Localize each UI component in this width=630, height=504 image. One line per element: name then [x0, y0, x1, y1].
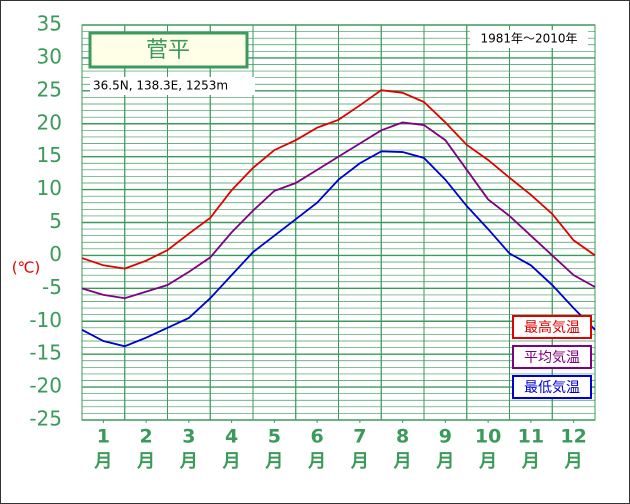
x-tick-label: 8 [396, 426, 409, 448]
x-unit-label: 月 [564, 451, 583, 472]
x-unit-label: 月 [179, 451, 198, 472]
series-line [81, 150, 596, 348]
y-tick-label: 20 [37, 110, 62, 134]
x-unit-label: 月 [393, 451, 412, 472]
y-tick-label: 25 [37, 77, 62, 101]
subtitle-bg [90, 77, 255, 95]
y-tick-label: -20 [29, 374, 62, 398]
chart-title: 菅平 [146, 38, 190, 63]
subtitle: 36.5N, 138.3E, 1253m [93, 79, 228, 93]
y-tick-label: 10 [37, 176, 62, 200]
x-tick-label: 3 [182, 426, 195, 448]
y-tick-label: -5 [42, 275, 62, 299]
legend-label: 最高気温 [524, 319, 580, 336]
x-tick-label: 5 [268, 426, 281, 448]
y-tick-label: 30 [37, 44, 62, 68]
x-tick-label: 10 [475, 426, 501, 448]
y-tick-label: -10 [29, 308, 62, 332]
x-unit-label: 月 [264, 451, 283, 472]
period: 1981年〜2010年 [480, 32, 577, 46]
y-tick-label: 5 [49, 209, 62, 233]
y-tick-label: -25 [29, 407, 62, 431]
y-tick-label: 35 [37, 12, 62, 36]
x-unit-label: 月 [307, 451, 326, 472]
series-line [81, 89, 596, 270]
x-tick-label: 12 [560, 426, 586, 448]
x-unit-label: 月 [350, 451, 369, 472]
y-tick-label: 0 [49, 242, 62, 266]
x-unit-label: 月 [93, 451, 112, 472]
legend-label: 平均気温 [524, 350, 580, 366]
legend-box [512, 375, 592, 399]
x-unit-label: 月 [521, 451, 540, 472]
x-unit-label: 月 [478, 451, 497, 472]
series-line [81, 121, 596, 300]
x-unit-label: 月 [222, 451, 241, 472]
x-unit-label: 月 [136, 451, 155, 472]
x-tick-label: 6 [311, 426, 324, 448]
x-tick-label: 2 [140, 426, 153, 448]
period-bg [470, 30, 588, 48]
legend-box [512, 345, 592, 369]
y-tick-label: 15 [37, 143, 62, 167]
legend-box [512, 315, 592, 339]
x-tick-label: 9 [439, 426, 452, 448]
title-box [88, 31, 249, 69]
x-tick-label: 11 [518, 426, 544, 448]
x-tick-label: 7 [353, 426, 366, 448]
y-tick-label: -15 [29, 341, 62, 365]
x-tick-label: 4 [225, 426, 238, 448]
x-tick-label: 1 [97, 426, 110, 448]
x-unit-label: 月 [435, 451, 454, 472]
y-axis-label: (℃) [12, 259, 41, 277]
legend-label: 最低気温 [524, 380, 580, 396]
